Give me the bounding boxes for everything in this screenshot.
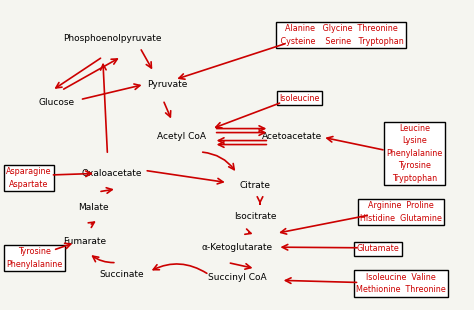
Text: Malate: Malate [78, 203, 109, 212]
Text: Alanine   Glycine  Threonine
 Cysteine    Serine   Tryptophan: Alanine Glycine Threonine Cysteine Serin… [278, 24, 404, 46]
Text: Succinate: Succinate [99, 270, 144, 279]
Text: Succinyl CoA: Succinyl CoA [208, 273, 266, 282]
Text: Acetyl CoA: Acetyl CoA [157, 132, 206, 141]
Text: Isocitrate: Isocitrate [234, 212, 277, 221]
Text: Glutamate: Glutamate [356, 244, 399, 253]
Text: Isoleucine: Isoleucine [279, 94, 319, 103]
Text: Pyruvate: Pyruvate [147, 80, 188, 89]
Text: Citrate: Citrate [240, 181, 271, 190]
Text: Isoleucine  Valine
Methionine  Threonine: Isoleucine Valine Methionine Threonine [356, 273, 446, 294]
Text: Phosphoenolpyruvate: Phosphoenolpyruvate [63, 34, 161, 43]
Text: Fumarate: Fumarate [63, 237, 106, 246]
Text: α-Ketoglutarate: α-Ketoglutarate [201, 243, 273, 252]
Text: Leucine
Lysine
Phenylalanine
Tyrosine
Tryptophan: Leucine Lysine Phenylalanine Tyrosine Tr… [387, 124, 443, 183]
Text: Tyrosine
Phenylalanine: Tyrosine Phenylalanine [6, 247, 63, 269]
Text: Glucose: Glucose [38, 98, 75, 107]
Text: Acetoacetate: Acetoacetate [262, 132, 322, 141]
Text: Asparagine
Aspartate: Asparagine Aspartate [6, 167, 52, 189]
Text: Oxaloacetate: Oxaloacetate [82, 169, 142, 178]
Text: Arginine  Proline
Histidine  Glutamine: Arginine Proline Histidine Glutamine [360, 201, 442, 223]
